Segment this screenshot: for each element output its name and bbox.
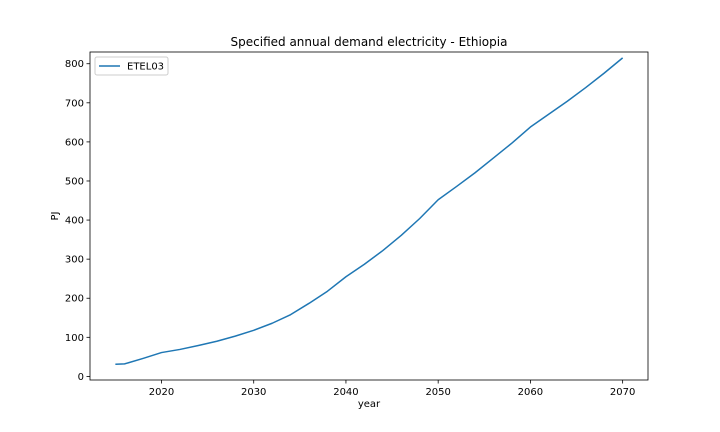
x-axis-label: year	[358, 399, 381, 410]
x-tick-label: 2040	[333, 387, 358, 398]
x-tick-label: 2050	[425, 387, 450, 398]
x-tick-label: 2070	[610, 387, 635, 398]
series-layer	[115, 57, 624, 366]
ticks-layer: 2020 2030 2040 2050 2060 2070 0 100 200 300 400 500…	[65, 59, 635, 398]
y-tick-label: 300	[65, 255, 84, 266]
x-tick-label: 2020	[149, 387, 174, 398]
chart-title: Specified annual demand electricity - Et…	[231, 35, 508, 49]
legend-label-etel03: ETEL03	[127, 62, 164, 73]
y-tick-label: 100	[65, 333, 84, 344]
y-tick-label: 200	[65, 294, 84, 305]
legend: ETEL03	[94, 56, 169, 76]
plot-area-frame	[89, 51, 649, 381]
y-tick-label: 800	[65, 59, 84, 70]
x-tick-label: 2030	[241, 387, 266, 398]
y-axis-label: PJ	[50, 212, 61, 221]
y-tick-label: 500	[65, 176, 84, 187]
series-line-etel03	[115, 57, 624, 366]
y-tick-label: 600	[65, 137, 84, 148]
y-tick-label: 400	[65, 216, 84, 227]
x-tick-label: 2060	[518, 387, 543, 398]
y-tick-label: 700	[65, 98, 84, 109]
legend-box	[94, 56, 169, 76]
y-tick-label: 0	[78, 372, 84, 383]
